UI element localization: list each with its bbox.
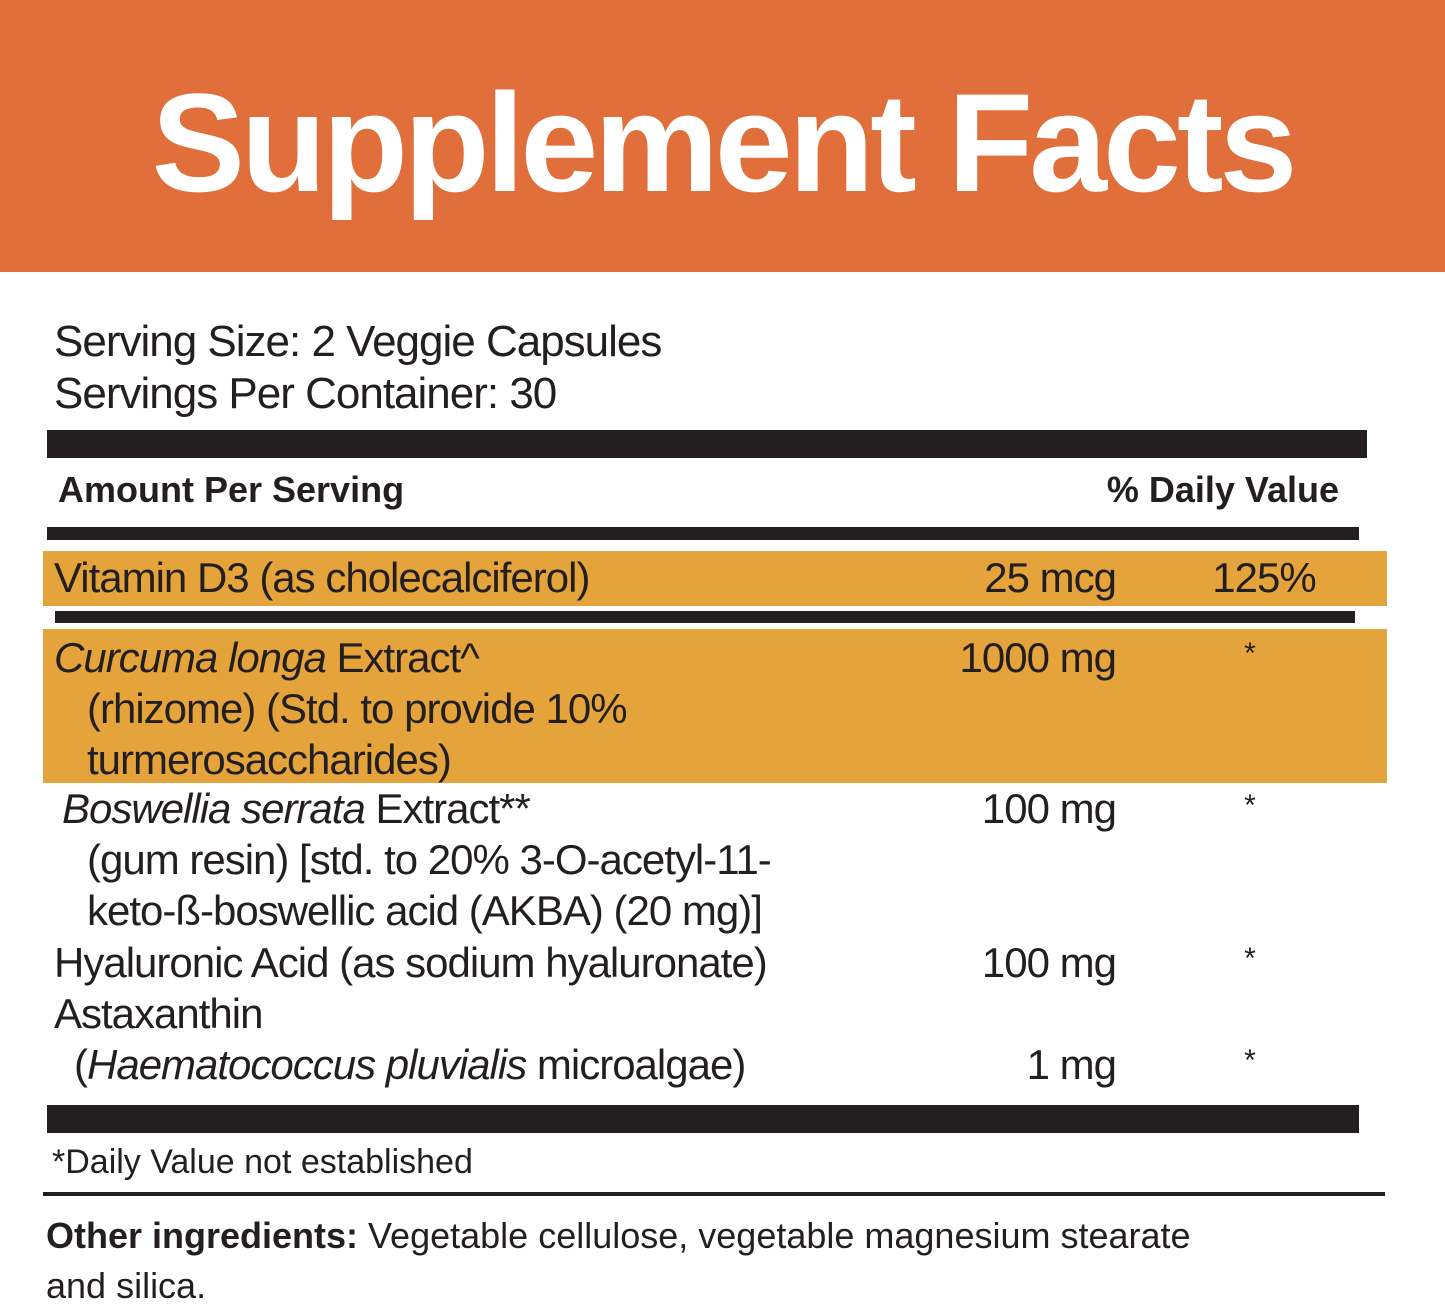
- footnote: *Daily Value not established: [52, 1143, 473, 1181]
- other-ingredients-continued: and silica.: [46, 1265, 207, 1306]
- ingredient-daily-value: *: [1244, 637, 1256, 670]
- ingredient-detail: (rhizome) (Std. to provide 10%: [87, 685, 628, 732]
- ingredient-name-suffix: Extract**: [364, 785, 530, 832]
- highlight-vitamin-d3: [43, 551, 1387, 606]
- thick-divider-bottom: [47, 1105, 1359, 1133]
- ingredient-name-suffix: Extract^: [325, 634, 479, 681]
- ingredient-detail: keto-ß-boswellic acid (AKBA) (20 mg)]: [87, 887, 763, 934]
- ingredient-name: Astaxanthin: [54, 990, 263, 1037]
- ingredient-amount: 1000 mg: [959, 634, 1117, 681]
- amount-per-serving-header: Amount Per Serving: [58, 469, 405, 510]
- other-ingredients: Other ingredients: Vegetable cellulose, …: [46, 1211, 1191, 1261]
- divider-header: [47, 527, 1359, 540]
- thick-divider-top: [47, 430, 1367, 458]
- daily-value-header: % Daily Value: [1106, 469, 1339, 510]
- title-banner: Supplement Facts: [0, 0, 1445, 272]
- ingredient-name: Vitamin D3 (as cholecalciferol): [54, 554, 590, 601]
- ingredient-daily-value: *: [1244, 1044, 1256, 1077]
- ingredient-amount: 25 mcg: [984, 554, 1117, 601]
- ingredient-name: Boswellia serrata Extract**: [62, 783, 531, 834]
- ingredient-amount: 1 mg: [1026, 1041, 1117, 1088]
- ingredient-latin-name: Haematococcus pluvialis: [87, 1041, 527, 1088]
- serving-size: Serving Size: 2 Veggie Capsules: [54, 317, 662, 366]
- ingredient-latin-name: Boswellia serrata: [62, 785, 366, 832]
- ingredient-detail-suffix: microalgae): [526, 1041, 746, 1088]
- servings-per-container: Servings Per Container: 30: [54, 369, 557, 418]
- ingredient-detail: turmerosaccharides): [87, 736, 452, 783]
- ingredient-latin-name: Curcuma longa: [54, 634, 327, 681]
- ingredient-detail: (Haematococcus pluvialis microalgae): [74, 1039, 746, 1090]
- ingredient-daily-value: 125%: [1212, 554, 1316, 601]
- ingredient-detail: (gum resin) [std. to 20% 3-O-acetyl-11-: [87, 836, 772, 883]
- other-ingredients-text: Vegetable cellulose, vegetable magnesium…: [358, 1215, 1191, 1256]
- ingredient-amount: 100 mg: [981, 785, 1117, 832]
- ingredient-amount: 100 mg: [981, 939, 1117, 986]
- divider-row: [55, 611, 1355, 623]
- ingredient-daily-value: *: [1244, 942, 1256, 975]
- paren-open: (: [74, 1041, 88, 1088]
- thin-divider: [43, 1192, 1385, 1196]
- ingredient-daily-value: *: [1244, 789, 1256, 822]
- page-title: Supplement Facts: [151, 64, 1298, 221]
- ingredient-name: Hyaluronic Acid (as sodium hyaluronate): [54, 939, 768, 986]
- other-ingredients-label: Other ingredients:: [46, 1215, 359, 1256]
- highlight-curcuma: [43, 629, 1387, 783]
- ingredient-name: Curcuma longa Extract^: [54, 632, 480, 683]
